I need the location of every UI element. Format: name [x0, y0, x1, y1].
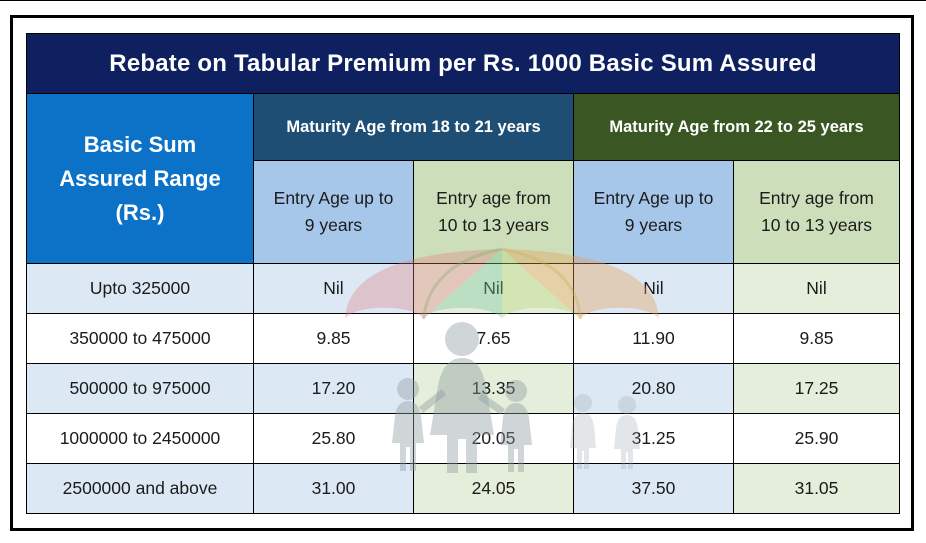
subheader-line: Entry age from [436, 188, 551, 208]
subheader-entry-age-up-to-9-g2: Entry Age up to 9 years [573, 160, 734, 264]
table-cell: 31.00 [253, 463, 414, 514]
table-cell: 13.35 [413, 363, 574, 414]
subheader-line: 10 to 13 years [438, 215, 549, 235]
table-title: Rebate on Tabular Premium per Rs. 1000 B… [25, 33, 901, 94]
subheader-entry-age-10-13-g2: Entry age from 10 to 13 years [732, 160, 901, 264]
row-label: 2500000 and above [26, 463, 254, 514]
row-header-line: (Rs.) [115, 199, 165, 225]
row-label: 350000 to 475000 [26, 313, 254, 364]
table-row: 500000 to 975000 17.20 13.35 20.80 17.25 [26, 363, 901, 414]
table-cell: 17.20 [253, 363, 414, 414]
table-cell: 9.85 [253, 313, 414, 364]
subheader-entry-age-10-13-g1: Entry age from 10 to 13 years [413, 160, 574, 264]
table-cell: 11.90 [573, 313, 734, 364]
table-cell: 31.25 [573, 413, 734, 464]
subheader-line: 9 years [624, 215, 683, 235]
rebate-table: Rebate on Tabular Premium per Rs. 1000 B… [25, 33, 901, 514]
row-label: Upto 325000 [26, 263, 254, 314]
table-cell: 9.85 [732, 313, 901, 364]
table-cell: Nil [732, 263, 901, 314]
subheader-line: 10 to 13 years [761, 215, 872, 235]
subheader-line: Entry Age up to [273, 188, 394, 208]
row-label: 500000 to 975000 [26, 363, 254, 414]
table-cell: Nil [573, 263, 734, 314]
table-row: 1000000 to 2450000 25.80 20.05 31.25 25.… [26, 413, 901, 464]
subheader-entry-age-up-to-9-g1: Entry Age up to 9 years [253, 160, 414, 264]
table-cell: 31.05 [732, 463, 901, 514]
row-header-line: Basic Sum [83, 131, 197, 157]
table-cell: 37.50 [573, 463, 734, 514]
table-cell: 25.90 [732, 413, 901, 464]
row-label: 1000000 to 2450000 [26, 413, 254, 464]
table-row: 2500000 and above 31.00 24.05 37.50 31.0… [26, 463, 901, 514]
row-header-line: Assured Range [59, 165, 221, 191]
table-cell: 25.80 [253, 413, 414, 464]
subheader-line: 9 years [304, 215, 363, 235]
group-header-maturity-22-25: Maturity Age from 22 to 25 years [572, 93, 901, 161]
table-cell: 20.05 [413, 413, 574, 464]
table-cell: 17.25 [732, 363, 901, 414]
table-cell: Nil [413, 263, 574, 314]
table-row: Upto 325000 Nil Nil Nil Nil [26, 263, 901, 314]
table-cell: 20.80 [573, 363, 734, 414]
table-cell: 24.05 [413, 463, 574, 514]
subheader-line: Entry Age up to [593, 188, 714, 208]
table-row: 350000 to 475000 9.85 7.65 11.90 9.85 [26, 313, 901, 364]
subheader-line: Entry age from [759, 188, 874, 208]
table-cell: Nil [253, 263, 414, 314]
group-header-maturity-18-21: Maturity Age from 18 to 21 years [253, 93, 574, 161]
table-cell: 7.65 [413, 313, 574, 364]
column-header-basic-sum-assured-range: Basic Sum Assured Range (Rs.) [26, 93, 254, 264]
